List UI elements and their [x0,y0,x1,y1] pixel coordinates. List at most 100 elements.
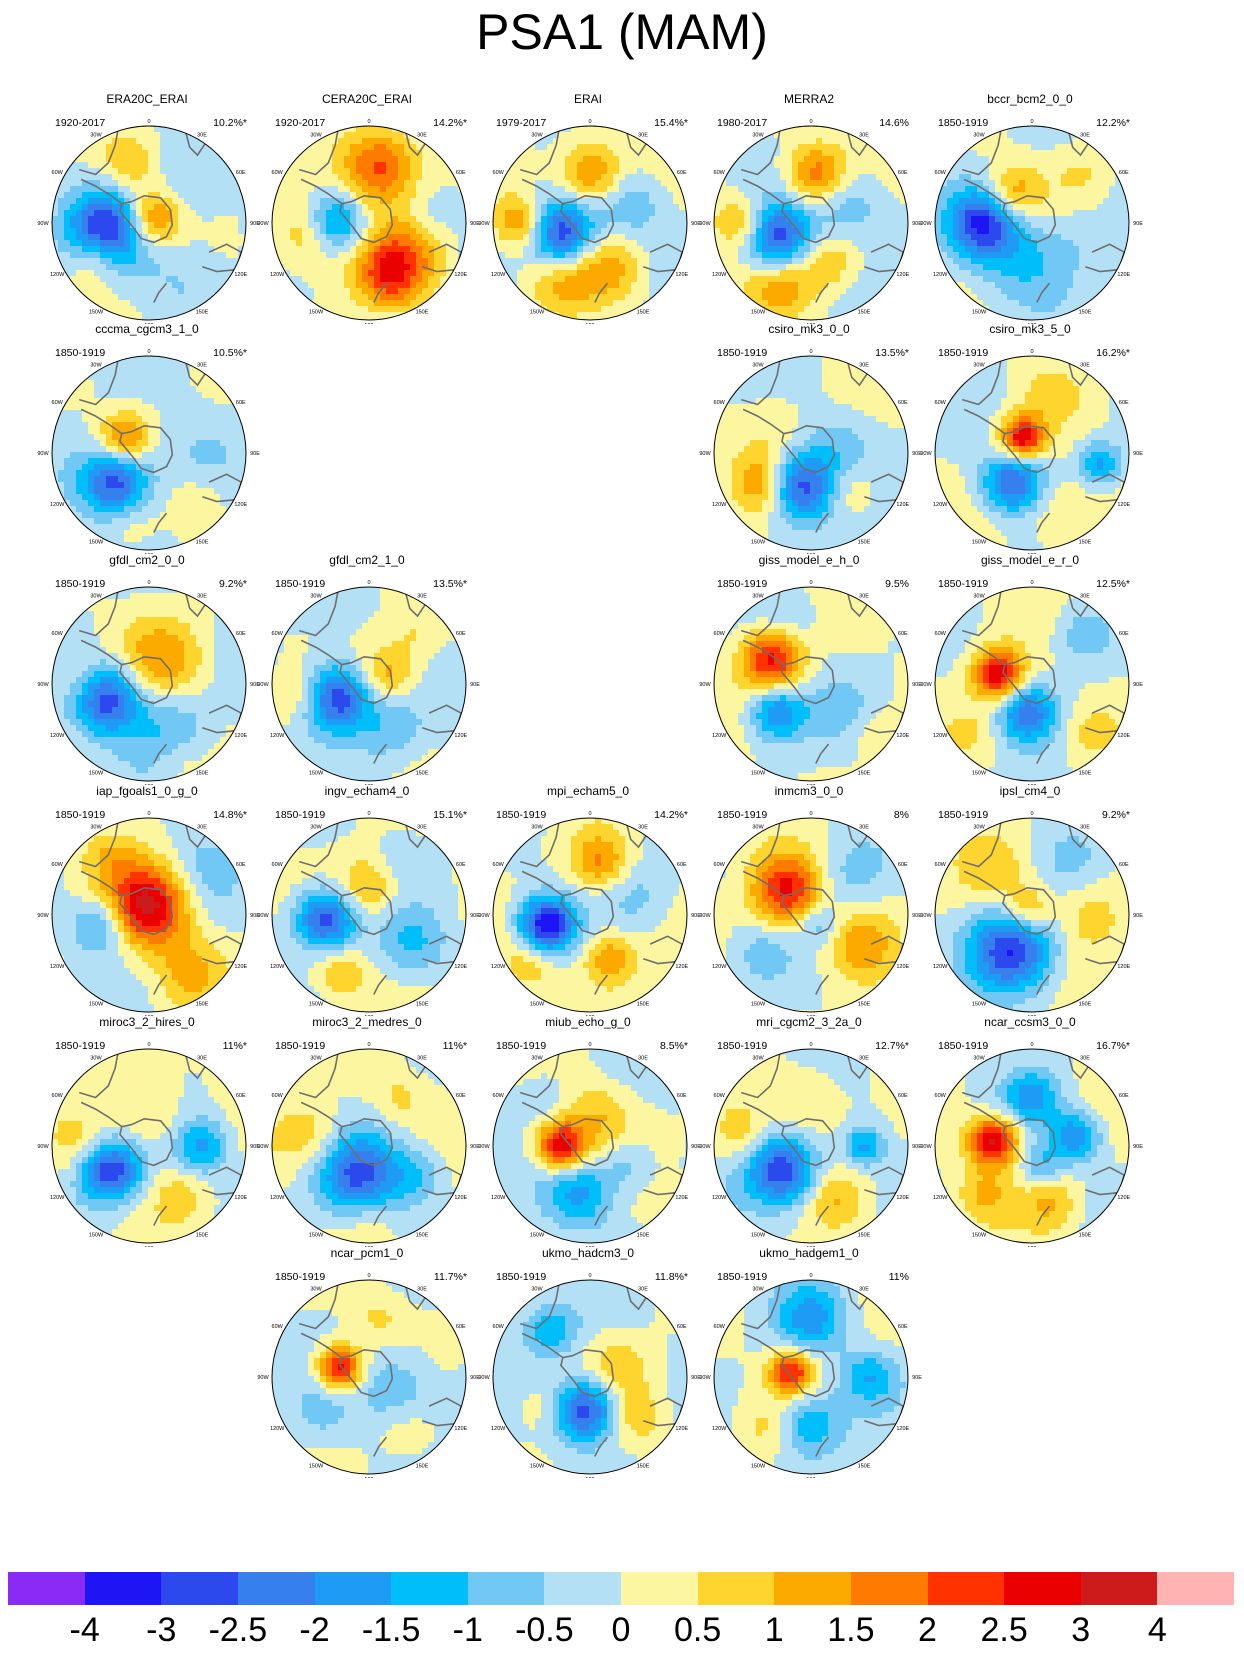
longitude-label: 30E [859,825,869,831]
longitude-label: 90W [37,221,49,227]
colorbar-tick-label: 1 [765,1610,784,1650]
coastline [80,1101,123,1128]
longitude-label: 180 [364,323,373,324]
coastline [815,1205,830,1226]
longitude-label: 90W [257,913,269,919]
panel-period: 1850-1919 [496,809,546,821]
panel-title: ERA20C_ERAI [33,92,261,106]
coastline [80,408,123,435]
contour-field [714,1049,908,1243]
map-panel: giss_model_e_h_0 1850-1919 9.5% 0 30E 60E 90E 1… [695,553,923,785]
longitude-label: 30W [90,133,102,139]
longitude-label: 90E [691,221,701,227]
longitude-label: 150W [89,770,104,776]
panel-period: 1850-1919 [496,1271,546,1283]
longitude-label: 150E [1079,770,1092,776]
longitude-label: 120E [234,733,247,739]
panel-title: ipsl_cm4_0 [916,784,1144,798]
longitude-label: 180 [364,1246,373,1247]
contour-field [52,356,246,550]
colorbar-tick-label: 0.5 [674,1610,721,1650]
map-panel: ingv_echam4_0 1850-1919 15.1%* 0 30E 60E 90E 12… [253,784,481,1016]
longitude-label: 180 [144,1015,153,1016]
panel-variance: 10.2%* [213,117,247,129]
colorbar-swatch [314,1572,392,1605]
coastline [781,886,836,936]
longitude-label: 60E [236,170,246,176]
contour-field [935,356,1129,550]
longitude-label: 30W [310,594,322,600]
longitude-label: 150W [972,1001,987,1007]
contour-field [52,587,246,781]
panel-period: 1920-2017 [55,117,105,129]
panel-period: 1850-1919 [717,809,767,821]
longitude-label: 60W [714,1324,726,1330]
longitude-label: 120W [712,272,727,278]
longitude-label: 180 [806,1015,815,1016]
panel-title: miub_echo_g_0 [474,1015,702,1029]
longitude-label: 150E [416,1001,429,1007]
coastline [781,655,836,705]
longitude-label: 90W [699,682,711,688]
longitude-label: 30E [859,363,869,369]
panel-period: 1850-1919 [275,809,325,821]
longitude-label: 90E [470,913,480,919]
contour-field [935,1049,1129,1243]
longitude-label: 150W [751,309,766,315]
longitude-label: 30E [417,1287,427,1293]
contour-field [52,126,246,320]
longitude-label: 180 [585,323,594,324]
longitude-label: 60W [714,1093,726,1099]
longitude-label: 150W [89,309,104,315]
coastline [153,1205,168,1226]
longitude-label: 150W [972,1232,987,1238]
coastline [298,821,339,868]
coastline [339,886,394,936]
longitude-label: 150E [416,1463,429,1469]
panel-period: 1850-1919 [496,1040,546,1052]
longitude-label: 30E [859,133,869,139]
longitude-label: 60E [677,170,687,176]
coastline [742,1101,785,1128]
map-panel: miub_echo_g_0 1850-1919 8.5%* 0 30E 60E 90E 120… [474,1015,702,1247]
longitude-label: 60E [677,862,687,868]
coastline [1036,743,1051,764]
longitude-label: 30W [310,1287,322,1293]
longitude-label: 60W [52,400,64,406]
coastline [815,743,830,764]
longitude-label: 150W [309,770,324,776]
coastline [298,590,339,637]
panel-period: 1850-1919 [717,1040,767,1052]
longitude-label: 0 [588,119,591,125]
colorbar-tick-label: 1.5 [827,1610,874,1650]
longitude-label: 60W [935,170,947,176]
panel-variance: 14.6% [879,117,909,129]
longitude-label: 30E [859,1287,869,1293]
polar-map: 0 30E 60E 90E 120E 150E 180 150W 120W 90W 60W 30W [478,811,701,1016]
panel-variance: 15.1%* [433,809,467,821]
longitude-label: 60W [935,1093,947,1099]
longitude-label: 120W [491,964,506,970]
coastline [78,1052,119,1099]
longitude-label: 60W [272,1324,284,1330]
longitude-label: 90E [691,1144,701,1150]
panel-title: bccr_bcm2_0_0 [916,92,1144,106]
colorbar-swatch [774,1572,851,1605]
colorbar-swatches [8,1572,1234,1605]
longitude-label: 150E [196,1232,209,1238]
panel-variance: 9.2%* [219,578,247,590]
longitude-label: 120W [50,272,65,278]
longitude-label: 150E [858,1463,871,1469]
longitude-label: 60W [52,631,64,637]
longitude-label: 30E [859,594,869,600]
longitude-label: 120E [454,1195,467,1201]
longitude-label: 120W [270,1195,285,1201]
longitude-label: 30W [973,594,985,600]
longitude-label: 120E [896,1195,909,1201]
longitude-label: 90W [699,451,711,457]
longitude-label: 30E [1080,363,1090,369]
longitude-label: 120E [234,272,247,278]
coastline [519,129,560,176]
longitude-label: 0 [147,119,150,125]
colorbar-swatch [161,1572,238,1605]
